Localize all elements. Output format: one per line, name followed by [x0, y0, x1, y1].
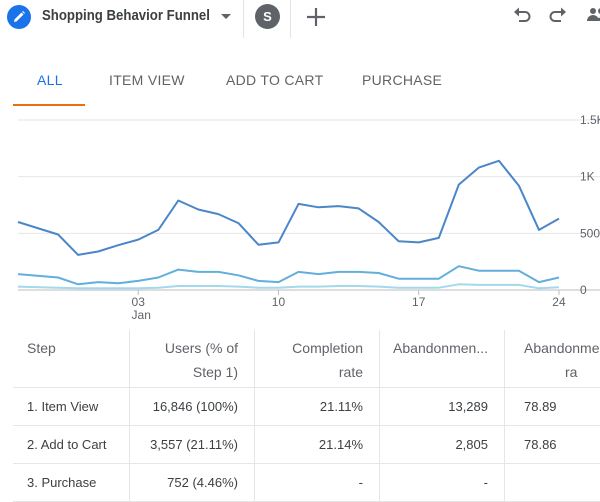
abandon-rate-cell: 78.86 — [524, 437, 557, 452]
people-icon[interactable] — [586, 4, 600, 26]
users-cell: 3,557 (21.11%) — [130, 426, 255, 463]
table-row[interactable]: 3. Purchase 752 (4.46%) - - — [13, 464, 600, 502]
header-completion-rate[interactable]: Completion rate — [255, 330, 380, 387]
pencil-icon — [7, 5, 31, 29]
tab-all[interactable]: ALL — [37, 72, 63, 88]
header-step[interactable]: Step — [13, 330, 130, 387]
abandonments-cell: - — [380, 464, 505, 501]
active-tab-indicator — [13, 104, 85, 106]
header-abandonments[interactable]: Abandonmen... — [380, 330, 505, 387]
step-cell: 3. Purchase — [13, 464, 130, 501]
top-bar: Shopping Behavior Funnel S — [0, 0, 600, 38]
completion-cell: 21.14% — [255, 426, 380, 463]
tab-purchase[interactable]: PURCHASE — [362, 72, 443, 88]
exploration-tab[interactable]: Shopping Behavior Funnel — [0, 0, 244, 38]
y-tick-label: 1K — [580, 170, 595, 184]
step-cell: 2. Add to Cart — [13, 426, 130, 463]
users-cell: 752 (4.46%) — [130, 464, 255, 501]
series-line-1 — [17, 159, 560, 256]
table-row[interactable]: 1. Item View 16,846 (100%) 21.11% 13,289… — [13, 388, 600, 426]
users-cell: 16,846 (100%) — [130, 388, 255, 425]
plus-icon[interactable] — [303, 4, 329, 30]
y-tick-label: 0 — [580, 283, 587, 297]
table-header: Step Users (% of Step 1) Completion rate A… — [13, 330, 600, 388]
avatar: S — [255, 4, 280, 29]
x-tick-label: 03 — [132, 295, 146, 309]
x-tick-label: 24 — [552, 295, 566, 309]
undo-icon[interactable] — [511, 4, 533, 26]
abandonments-cell: 2,805 — [380, 426, 505, 463]
completion-cell: 21.11% — [255, 388, 380, 425]
abandon-rate-cell — [505, 464, 600, 501]
tab-s[interactable]: S — [244, 0, 291, 38]
abandon-rate-cell: 78.89 — [524, 399, 557, 414]
tab-item-view[interactable]: ITEM VIEW — [109, 72, 185, 88]
x-tick-label: 10 — [272, 295, 286, 309]
step-cell: 1. Item View — [13, 388, 130, 425]
y-tick-label: 1.5K — [580, 113, 600, 127]
tab-title: Shopping Behavior Funnel — [42, 7, 210, 24]
header-abandonment-rate[interactable]: Abandonme ra — [524, 340, 600, 380]
x-tick-label: 17 — [412, 295, 426, 309]
y-tick-label: 500 — [580, 226, 600, 240]
completion-cell: - — [255, 464, 380, 501]
tab-add-to-cart[interactable]: ADD TO CART — [226, 72, 324, 88]
series-line-2 — [17, 265, 560, 286]
abandonments-cell: 13,289 — [380, 388, 505, 425]
caret-down-icon[interactable] — [219, 11, 233, 23]
x-tick-sublabel: Jan — [132, 308, 151, 322]
table-row[interactable]: 2. Add to Cart 3,557 (21.11%) 21.14% 2,8… — [13, 426, 600, 464]
redo-icon[interactable] — [547, 4, 569, 26]
funnel-table: Step Users (% of Step 1) Completion rate A… — [13, 330, 600, 502]
series-line-3 — [17, 283, 560, 290]
header-users[interactable]: Users (% of Step 1) — [130, 330, 255, 387]
